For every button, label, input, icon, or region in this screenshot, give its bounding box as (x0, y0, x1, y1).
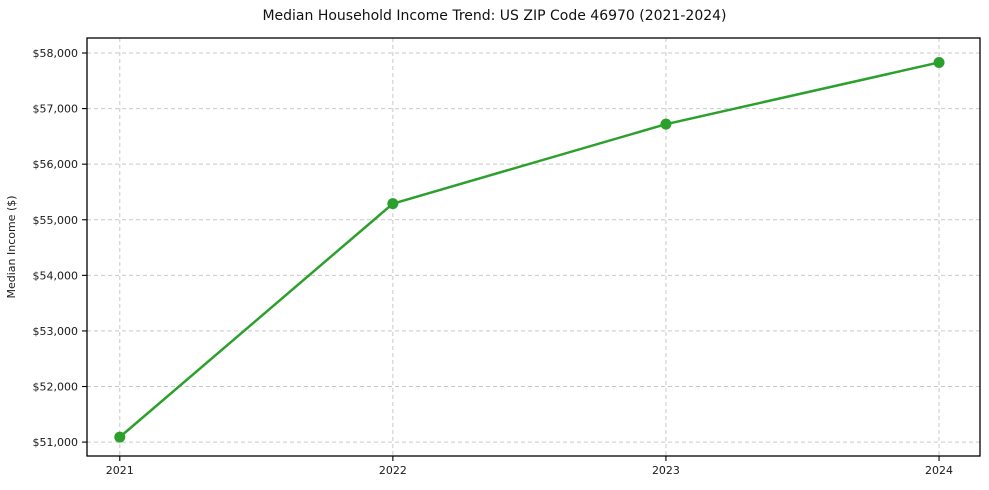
data-point (114, 431, 126, 443)
y-tick-label: $57,000 (33, 103, 79, 116)
y-tick-label: $54,000 (33, 269, 79, 282)
plot-border (86, 37, 981, 457)
data-point (660, 118, 672, 130)
data-point (387, 198, 399, 210)
y-tick-label: $53,000 (33, 325, 79, 338)
y-tick-label: $56,000 (33, 158, 79, 171)
x-tick-label: 2021 (106, 464, 134, 477)
x-tick-label: 2023 (652, 464, 680, 477)
chart-title: Median Household Income Trend: US ZIP Co… (262, 8, 727, 24)
trend-line (118, 61, 941, 439)
y-tick-label: $51,000 (33, 436, 79, 449)
y-tick-label: $58,000 (33, 47, 79, 60)
x-tick-label: 2024 (925, 464, 953, 477)
y-tick-label: $55,000 (33, 214, 79, 227)
y-tick-label: $52,000 (33, 381, 79, 394)
data-point (933, 56, 945, 68)
y-axis-label: Median Income ($) (5, 195, 18, 298)
x-tick-label: 2022 (379, 464, 407, 477)
